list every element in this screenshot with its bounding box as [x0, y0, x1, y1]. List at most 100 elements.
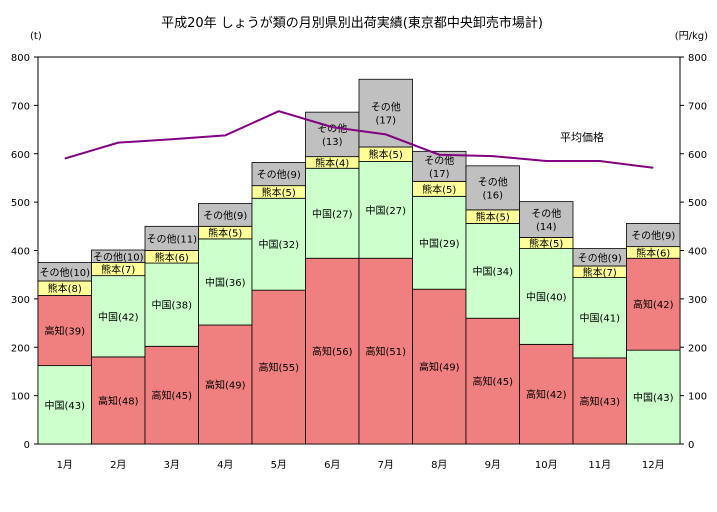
segment-label: 熊本(5) [422, 183, 456, 196]
segment-label: 中国(38) [151, 299, 192, 312]
y-right-tick-label: 400 [688, 247, 707, 258]
segment-label: 熊本(4) [315, 156, 349, 169]
segment-label: 中国(43) [44, 399, 85, 412]
segment-label: 高知(42) [633, 298, 674, 311]
x-tick-label: 2月 [110, 459, 126, 471]
segment-label: 熊本(5) [529, 237, 563, 250]
segment-label: 熊本(7) [583, 266, 617, 279]
x-tick-label: 1月 [57, 459, 73, 471]
segment-label: その他(9) [631, 229, 675, 242]
x-tick-label: 6月 [324, 459, 340, 471]
segment-label: 高知(45) [472, 375, 513, 388]
segment-label: 中国(32) [258, 238, 299, 251]
x-tick-label: 4月 [217, 459, 233, 471]
bar-segment-second [251, 197, 306, 291]
y-axis-left-unit: (t) [30, 31, 42, 42]
segment-label: 高知(39) [44, 325, 85, 338]
axes: 0 0 100 100 200 200 300 300 400 400 500 500 600 600 70… [11, 53, 707, 471]
segment-label: 中国(42) [98, 310, 139, 323]
x-tick-label: 12月 [642, 459, 665, 471]
segment-label: 高知(45) [151, 389, 192, 402]
bar-segment-bottom [91, 356, 146, 445]
y-left-tick-label: 400 [11, 247, 30, 258]
segment-label: 熊本(5) [476, 211, 510, 224]
segment-label: その他(17) [371, 101, 401, 127]
segment-label: 高知(55) [258, 361, 299, 374]
y-right-tick-label: 500 [688, 198, 707, 209]
segment-label: 熊本(6) [636, 246, 670, 259]
segment-label: 熊本(5) [208, 227, 242, 240]
bar-segment-bottom [519, 343, 574, 445]
x-tick-label: 5月 [271, 459, 287, 471]
segment-label: 熊本(6) [155, 251, 189, 264]
y-left-tick-label: 300 [11, 295, 30, 306]
y-right-tick-label: 0 [688, 440, 694, 451]
y-left-tick-label: 600 [11, 150, 30, 161]
bar-segment-bottom [251, 289, 306, 445]
segment-label: 高知(43) [579, 395, 620, 408]
segment-label: 中国(40) [526, 290, 567, 303]
segment-label: その他(10) [39, 266, 90, 279]
bar-segment-その他 [519, 201, 574, 238]
bar-segment-second [519, 248, 574, 345]
segment-label: その他(9) [578, 251, 622, 264]
bar-segment-second [626, 257, 681, 351]
segment-label: その他(9) [257, 168, 301, 181]
x-tick-label: 8月 [431, 459, 447, 471]
y-right-tick-label: 300 [688, 295, 707, 306]
average-price-label: 平均価格 [560, 130, 604, 144]
y-right-tick-label: 700 [688, 101, 707, 112]
segment-label: 中国(34) [472, 265, 513, 278]
y-right-tick-label: 600 [688, 150, 707, 161]
segment-label: 高知(49) [205, 378, 246, 391]
y-left-tick-label: 700 [11, 101, 30, 112]
bar-segment-その他 [358, 78, 413, 148]
x-tick-label: 7月 [378, 459, 394, 471]
segment-label: 熊本(5) [262, 186, 296, 199]
segment-label: その他(10) [93, 250, 144, 263]
bar-segment-bottom [572, 357, 627, 445]
price-line-group: 平均価格 [64, 110, 654, 169]
segment-label: 熊本(7) [101, 263, 135, 276]
segment-label: 高知(51) [365, 345, 406, 358]
bar-segment-その他 [465, 165, 520, 211]
y-left-tick-label: 200 [11, 343, 30, 354]
segment-label: 熊本(8) [48, 282, 82, 295]
x-tick-label: 3月 [164, 459, 180, 471]
bar-segment-second [572, 277, 627, 359]
x-tick-label: 11月 [588, 459, 611, 471]
y-left-tick-label: 100 [11, 392, 30, 403]
bar-segment-その他 [305, 111, 360, 158]
segment-label: 高知(56) [312, 345, 353, 358]
bar-segment-bottom [144, 345, 199, 445]
bar-stacks: 中国(43) 高知(39) 熊本(8) その他(10) 高知(48) 中国(42) 熊本(7… [37, 78, 681, 445]
y-right-tick-label: 100 [688, 392, 707, 403]
segment-label: その他(9) [203, 209, 247, 222]
bar-segment-bottom [465, 317, 520, 445]
segment-label: 中国(29) [419, 237, 460, 250]
segment-label: その他(17) [424, 154, 454, 180]
bar-segment-second [198, 238, 253, 326]
segment-label: 中国(27) [365, 204, 406, 217]
x-tick-label: 10月 [535, 459, 558, 471]
segment-label: 高知(42) [526, 388, 567, 401]
segment-label: 高知(48) [98, 394, 139, 407]
y-right-tick-label: 200 [688, 343, 707, 354]
segment-label: その他(16) [478, 175, 508, 201]
y-left-tick-label: 500 [11, 198, 30, 209]
x-tick-label: 9月 [485, 459, 501, 471]
y-left-tick-label: 0 [24, 440, 30, 451]
bar-segment-second [412, 195, 467, 290]
segment-label: 中国(36) [205, 276, 246, 289]
segment-label: 高知(49) [419, 361, 460, 374]
bar-segment-bottom [358, 257, 413, 445]
segment-label: 中国(27) [312, 207, 353, 220]
segment-label: その他(14) [531, 207, 561, 233]
segment-label: その他(11) [146, 232, 197, 245]
y-axis-right-unit: (円/kg) [675, 31, 708, 42]
bar-segment-bottom [305, 257, 360, 445]
y-right-tick-label: 800 [688, 53, 707, 64]
segment-label: 熊本(5) [369, 148, 403, 161]
bar-segment-bottom [626, 349, 681, 445]
